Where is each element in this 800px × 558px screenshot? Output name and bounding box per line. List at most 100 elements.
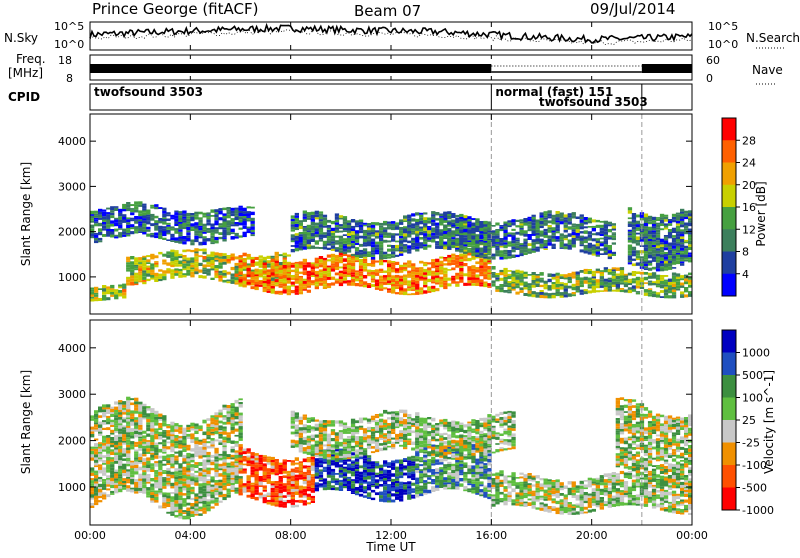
echo-cell: [134, 468, 138, 471]
echo-cell: [471, 269, 475, 272]
echo-cell: [680, 231, 684, 234]
echo-cell: [190, 426, 194, 428]
echo-cell: [648, 288, 652, 290]
echo-cell: [660, 261, 664, 263]
echo-cell: [118, 455, 122, 458]
echo-cell: [118, 442, 122, 445]
echo-cell: [178, 510, 182, 514]
echo-cell: [447, 477, 451, 480]
echo-cell: [451, 237, 455, 239]
echo-cell: [206, 212, 210, 214]
echo-cell: [399, 253, 403, 256]
echo-cell: [652, 245, 656, 247]
echo-cell: [491, 274, 495, 276]
echo-cell: [94, 449, 98, 452]
echo-cell: [206, 501, 210, 504]
echo-cell: [114, 424, 118, 426]
echo-cell: [423, 486, 427, 490]
echo-cell: [150, 484, 154, 487]
echo-cell: [423, 272, 427, 275]
echo-cell: [363, 482, 367, 484]
echo-cell: [588, 243, 592, 246]
echo-cell: [291, 460, 295, 463]
echo-cell: [178, 481, 182, 485]
echo-cell: [680, 257, 684, 260]
echo-cell: [327, 271, 331, 273]
echo-cell: [676, 233, 680, 236]
echo-cell: [222, 213, 226, 216]
echo-cell: [194, 499, 198, 501]
echo-cell: [94, 422, 98, 424]
echo-cell: [170, 252, 174, 255]
echo-cell: [291, 469, 295, 473]
echo-cell: [194, 214, 198, 216]
echo-cell: [94, 492, 98, 496]
echo-cell: [439, 462, 443, 465]
echo-cell: [130, 419, 134, 422]
echo-cell: [194, 444, 198, 447]
echo-cell: [130, 279, 134, 282]
echo-cell: [479, 252, 483, 255]
echo-cell: [532, 251, 536, 253]
echo-cell: [560, 282, 564, 284]
echo-cell: [202, 463, 206, 466]
echo-cell: [114, 472, 118, 474]
echo-cell: [182, 512, 186, 514]
echo-cell: [431, 214, 435, 217]
echo-cell: [162, 221, 166, 224]
echo-cell: [363, 248, 367, 251]
echo-cell: [648, 290, 652, 292]
echo-cell: [532, 245, 536, 248]
echo-cell: [600, 241, 604, 243]
echo-cell: [576, 286, 580, 288]
echo-cell: [423, 455, 427, 458]
echo-cell: [122, 235, 126, 237]
echo-cell: [560, 274, 564, 276]
echo-cell: [299, 245, 303, 248]
echo-cell: [576, 280, 580, 282]
echo-cell: [142, 482, 146, 485]
echo-cell: [206, 499, 210, 501]
echo-cell: [222, 239, 226, 242]
echo-cell: [198, 230, 202, 233]
echo-cell: [572, 212, 576, 215]
echo-cell: [178, 503, 182, 507]
echo-cell: [363, 473, 367, 476]
echo-cell: [403, 219, 407, 221]
echo-cell: [668, 263, 672, 267]
echo-cell: [588, 286, 592, 288]
echo-cell: [231, 257, 235, 261]
echo-cell: [503, 242, 507, 244]
echo-cell: [154, 436, 158, 439]
echo-cell: [110, 288, 114, 290]
echo-cell: [519, 279, 523, 281]
echo-cell: [371, 222, 375, 225]
echo-cell: [459, 467, 463, 470]
echo-cell: [668, 267, 672, 270]
echo-cell: [315, 482, 319, 484]
echo-cell: [411, 491, 415, 493]
echo-cell: [375, 244, 379, 247]
echo-cell: [580, 293, 584, 295]
echo-cell: [126, 235, 130, 237]
echo-cell: [202, 227, 206, 230]
echo-cell: [186, 471, 190, 473]
echo-cell: [174, 446, 178, 448]
echo-cell: [331, 245, 335, 249]
echo-cell: [391, 466, 395, 470]
echo-cell: [407, 221, 411, 225]
echo-cell: [407, 487, 411, 489]
echo-cell: [194, 493, 198, 496]
echo-cell: [423, 489, 427, 493]
echo-cell: [178, 443, 182, 445]
echo-cell: [339, 467, 343, 470]
echo-cell: [560, 276, 564, 279]
echo-cell: [447, 216, 451, 219]
echo-cell: [327, 240, 331, 243]
echo-cell: [632, 239, 636, 242]
echo-cell: [110, 213, 114, 215]
echo-cell: [194, 462, 198, 465]
echo-cell: [218, 223, 222, 225]
echo-cell: [475, 267, 479, 269]
echo-cell: [214, 498, 218, 500]
